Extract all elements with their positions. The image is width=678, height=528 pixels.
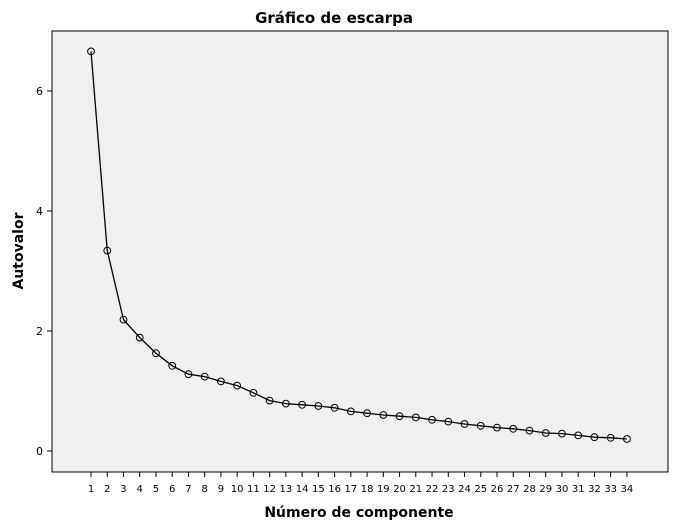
x-tick-label: 19: [377, 484, 390, 495]
data-point: [168, 361, 177, 370]
x-tick-label: 26: [491, 484, 504, 495]
x-tick-label: 23: [442, 484, 455, 495]
data-point: [217, 377, 225, 386]
data-point: [509, 424, 518, 433]
y-tick-label: 6: [36, 85, 43, 98]
x-tick-label: 10: [231, 484, 244, 495]
data-point: [428, 415, 436, 424]
data-point: [200, 372, 209, 381]
data-point: [103, 246, 112, 255]
series-layer: [87, 47, 631, 443]
x-tick-label: 13: [280, 484, 293, 495]
x-tick-label: 4: [137, 484, 143, 495]
x-tick-label: 20: [393, 484, 406, 495]
x-tick-label: 21: [409, 484, 422, 495]
data-point: [493, 423, 501, 432]
x-axis-label: Número de componente: [264, 505, 453, 521]
x-tick-label: 12: [263, 484, 276, 495]
x-tick-label: 11: [247, 484, 260, 495]
data-point: [623, 435, 631, 443]
data-point: [395, 412, 404, 421]
x-tick-label: 14: [296, 484, 309, 495]
data-point: [525, 426, 534, 435]
data-point: [249, 388, 258, 397]
x-tick-label: 8: [201, 484, 207, 495]
data-point: [444, 417, 453, 426]
data-point: [346, 407, 355, 416]
data-point: [281, 399, 290, 408]
data-point: [298, 400, 307, 409]
data-point: [265, 396, 274, 405]
x-tick-label: 17: [344, 484, 357, 495]
x-tick-label: 15: [312, 484, 325, 495]
data-point: [119, 315, 128, 324]
x-tick-label: 34: [621, 484, 634, 495]
x-axis: 1 2 3 4 5 6 7 8 9 10 11 12 13 14 15 16 17 18 19 20 21 22 23 24 2…: [88, 472, 633, 495]
x-tick-label: 2: [104, 484, 110, 495]
x-tick-label: 7: [185, 484, 191, 495]
data-point: [460, 420, 469, 428]
y-tick-label: 2: [36, 325, 43, 338]
y-tick-label: 0: [36, 445, 43, 458]
x-tick-label: 25: [474, 484, 487, 495]
data-point: [135, 333, 144, 342]
data-point: [363, 409, 371, 418]
data-point: [233, 381, 242, 390]
x-tick-label: 3: [120, 484, 126, 495]
x-tick-label: 33: [604, 484, 617, 495]
y-axis-label: Autovalor: [11, 212, 27, 289]
x-tick-label: 31: [572, 484, 585, 495]
x-tick-label: 30: [556, 484, 569, 495]
y-tick-label: 4: [36, 205, 43, 218]
data-point: [411, 413, 420, 422]
y-axis: 0 2 4 6: [36, 85, 52, 458]
data-point: [184, 370, 193, 379]
data-point: [606, 433, 615, 442]
x-tick-label: 28: [523, 484, 536, 495]
data-point: [574, 431, 583, 440]
data-point: [379, 411, 388, 419]
x-tick-label: 18: [361, 484, 374, 495]
data-point: [476, 421, 485, 430]
data-point: [558, 429, 566, 438]
x-tick-label: 22: [426, 484, 439, 495]
x-tick-label: 9: [218, 484, 224, 495]
data-point: [541, 429, 550, 437]
x-tick-label: 24: [458, 484, 471, 495]
x-tick-label: 1: [88, 484, 94, 495]
series-line: [90, 51, 627, 440]
x-tick-label: 6: [169, 484, 175, 495]
x-tick-label: 32: [588, 484, 601, 495]
data-point: [590, 433, 599, 442]
chart-title: Gráfico de escarpa: [255, 9, 413, 27]
data-point: [330, 403, 339, 412]
x-tick-label: 29: [539, 484, 552, 495]
x-tick-label: 5: [153, 484, 159, 495]
plot-area: [51, 30, 669, 473]
x-tick-label: 27: [507, 484, 520, 495]
data-point: [87, 47, 95, 56]
data-point: [152, 349, 160, 358]
x-tick-label: 16: [328, 484, 341, 495]
data-point: [314, 402, 323, 410]
